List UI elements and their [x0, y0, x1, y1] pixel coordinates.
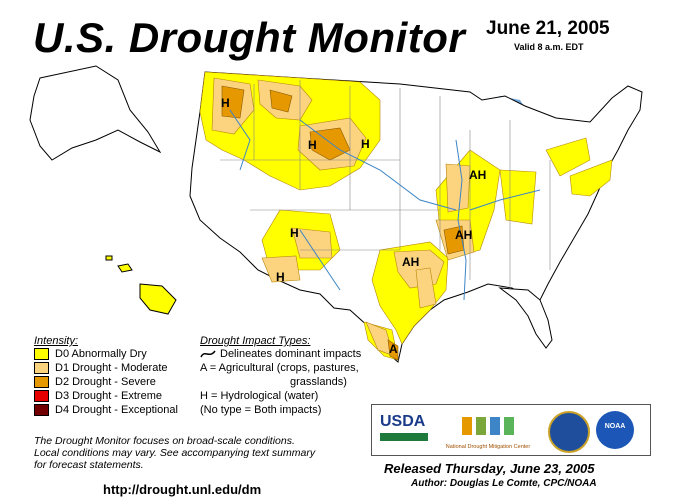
legend-swatch-d1: [34, 362, 49, 374]
usda-logo-swoosh: [380, 433, 428, 441]
map-label-ah-arkansas: AH: [455, 228, 473, 242]
legend-label-d0: D0 Abnormally Dry: [55, 348, 147, 360]
florida: [498, 287, 553, 349]
alaska: [29, 65, 162, 161]
map-label-a-texas: A: [389, 342, 398, 356]
doc-seal-icon: [548, 411, 590, 453]
impact-hydrological: H = Hydrological (water): [200, 390, 319, 402]
legend-item-d1: D1 Drought - Moderate: [34, 361, 178, 375]
hawaii: [105, 255, 177, 315]
impact-line-label: Delineates dominant impacts: [220, 348, 362, 360]
release-date: Released Thursday, June 23, 2005: [384, 461, 595, 476]
legend-label-d4: D4 Drought - Exceptional: [55, 404, 178, 416]
map-label-ah-oklahoma: AH: [402, 255, 420, 269]
legend-swatch-d3: [34, 390, 49, 402]
note-line-3: for forecast statements.: [34, 459, 144, 471]
ndmc-label: National Drought Mitigation Center: [445, 444, 531, 450]
legend-item-d3: D3 Drought - Extreme: [34, 389, 178, 403]
note-line-2: Local conditions may vary. See accompany…: [34, 447, 316, 459]
map-label-ah-illinois: AH: [469, 168, 487, 182]
impact-legend: Drought Impact Types: Delineates dominan…: [200, 335, 361, 417]
map-label-h-northern-rockies: H: [308, 138, 317, 152]
ndmc-logo: National Drought Mitigation Center: [438, 413, 538, 450]
legend-swatch-d4: [34, 404, 49, 416]
page-title: U.S. Drought Monitor: [33, 14, 466, 61]
disclaimer-note: The Drought Monitor focuses on broad-sca…: [34, 435, 364, 471]
author-credit: Author: Douglas Le Comte, CPC/NOAA: [411, 478, 597, 489]
map-label-h-arizona: H: [276, 270, 285, 284]
impact-both: (No type = Both impacts): [200, 404, 322, 416]
legend-label-d2: D2 Drought - Severe: [55, 376, 156, 388]
intensity-legend-title: Intensity:: [34, 335, 79, 347]
map-label-h-pacific-nw: H: [221, 96, 230, 110]
map-label-h-four-corners: H: [290, 226, 299, 240]
intensity-legend: Intensity: D0 Abnormally Dry D1 Drought …: [34, 335, 178, 417]
note-line-1: The Drought Monitor focuses on broad-sca…: [34, 435, 295, 447]
ndmc-icon: [462, 417, 514, 435]
state-lines: [220, 80, 551, 290]
logo-panel: USDA National Drought Mitigation Center …: [371, 404, 651, 456]
impact-line-delineate: Delineates dominant impacts: [200, 347, 361, 361]
impact-agricultural-cont: grasslands): [290, 376, 347, 388]
legend-item-d0: D0 Abnormally Dry: [34, 347, 178, 361]
map-date: June 21, 2005: [486, 18, 610, 39]
impact-legend-title: Drought Impact Types:: [200, 335, 311, 347]
legend-label-d1: D1 Drought - Moderate: [55, 362, 168, 374]
legend-label-d3: D3 Drought - Extreme: [55, 390, 162, 402]
legend-swatch-d0: [34, 348, 49, 360]
website-url: http://drought.unl.edu/dm: [103, 482, 262, 497]
usda-logo: USDA: [380, 413, 426, 430]
impact-agricultural: A = Agricultural (crops, pastures,: [200, 362, 359, 374]
noaa-logo: NOAA: [596, 411, 634, 449]
impact-line-icon: [200, 350, 216, 358]
noaa-label: NOAA: [604, 423, 626, 430]
legend-item-d2: D2 Drought - Severe: [34, 375, 178, 389]
rivers: [229, 109, 541, 301]
legend-swatch-d2: [34, 376, 49, 388]
legend-item-d4: D4 Drought - Exceptional: [34, 403, 178, 417]
map-label-h-dakotas: H: [361, 137, 370, 151]
valid-time: Valid 8 a.m. EDT: [514, 42, 584, 52]
d2-drought-severe: [221, 85, 465, 361]
